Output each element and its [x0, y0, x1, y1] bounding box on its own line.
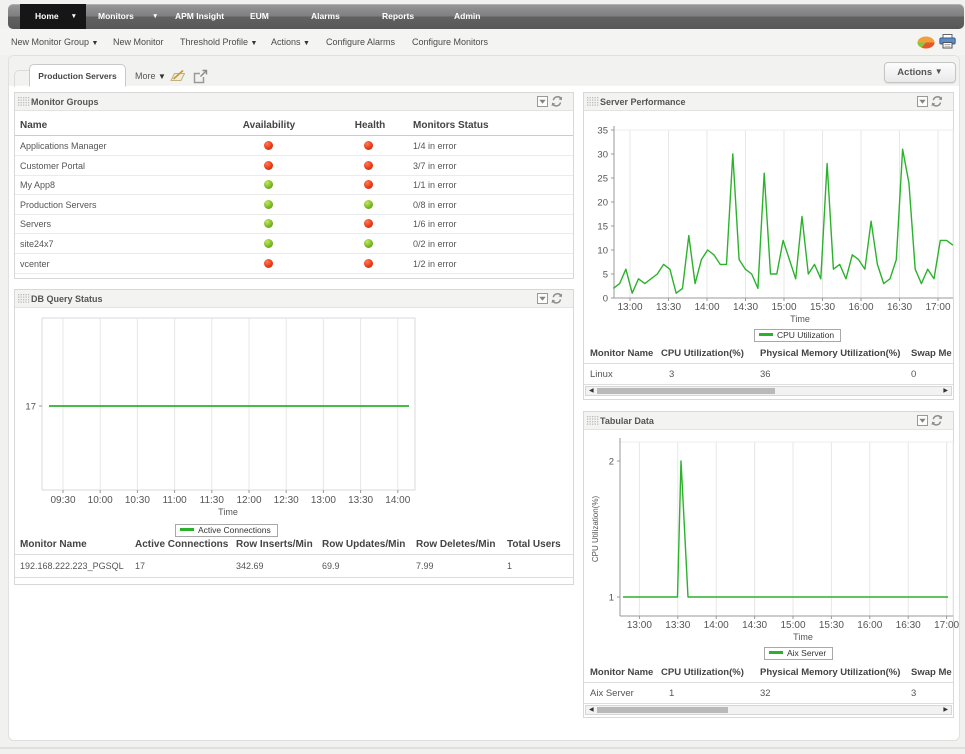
svg-text:13:00: 13:00 — [311, 495, 336, 506]
svg-text:16:30: 16:30 — [887, 302, 912, 313]
svg-text:15:30: 15:30 — [819, 620, 844, 631]
svg-text:14:00: 14:00 — [694, 302, 719, 313]
svg-text:13:30: 13:30 — [348, 495, 373, 506]
svg-text:10:00: 10:00 — [88, 495, 113, 506]
svg-text:13:30: 13:30 — [656, 302, 681, 313]
svg-text:25: 25 — [597, 174, 608, 185]
svg-text:11:30: 11:30 — [200, 495, 225, 506]
svg-text:17: 17 — [25, 402, 36, 413]
svg-text:Time: Time — [793, 632, 813, 642]
svg-text:10: 10 — [597, 246, 608, 257]
svg-text:13:00: 13:00 — [617, 302, 642, 313]
svg-text:Time: Time — [790, 314, 810, 324]
svg-text:14:30: 14:30 — [733, 302, 758, 313]
svg-text:10:30: 10:30 — [125, 495, 150, 506]
svg-text:14:00: 14:00 — [704, 620, 729, 631]
svg-text:35: 35 — [597, 126, 608, 137]
svg-text:2: 2 — [609, 457, 614, 468]
svg-text:12:00: 12:00 — [236, 495, 261, 506]
svg-text:1: 1 — [609, 593, 614, 604]
svg-text:15:30: 15:30 — [810, 302, 835, 313]
svg-text:20: 20 — [597, 198, 608, 209]
svg-text:16:00: 16:00 — [848, 302, 873, 313]
svg-text:11:00: 11:00 — [162, 495, 187, 506]
svg-text:5: 5 — [603, 270, 608, 281]
svg-text:15: 15 — [597, 222, 608, 233]
svg-text:14:30: 14:30 — [742, 620, 767, 631]
svg-text:13:30: 13:30 — [665, 620, 690, 631]
svg-text:15:00: 15:00 — [780, 620, 805, 631]
svg-text:17:00: 17:00 — [934, 620, 959, 631]
svg-text:12:30: 12:30 — [274, 495, 299, 506]
svg-text:09:30: 09:30 — [50, 495, 75, 506]
svg-text:15:00: 15:00 — [771, 302, 796, 313]
svg-text:17:00: 17:00 — [925, 302, 950, 313]
svg-text:Time: Time — [218, 507, 238, 517]
svg-text:16:30: 16:30 — [896, 620, 921, 631]
svg-text:CPU Utilization(%): CPU Utilization(%) — [591, 496, 600, 563]
svg-text:16:00: 16:00 — [857, 620, 882, 631]
svg-text:0: 0 — [603, 294, 608, 305]
svg-text:13:00: 13:00 — [627, 620, 652, 631]
svg-text:30: 30 — [597, 150, 608, 161]
svg-text:14:00: 14:00 — [385, 495, 410, 506]
